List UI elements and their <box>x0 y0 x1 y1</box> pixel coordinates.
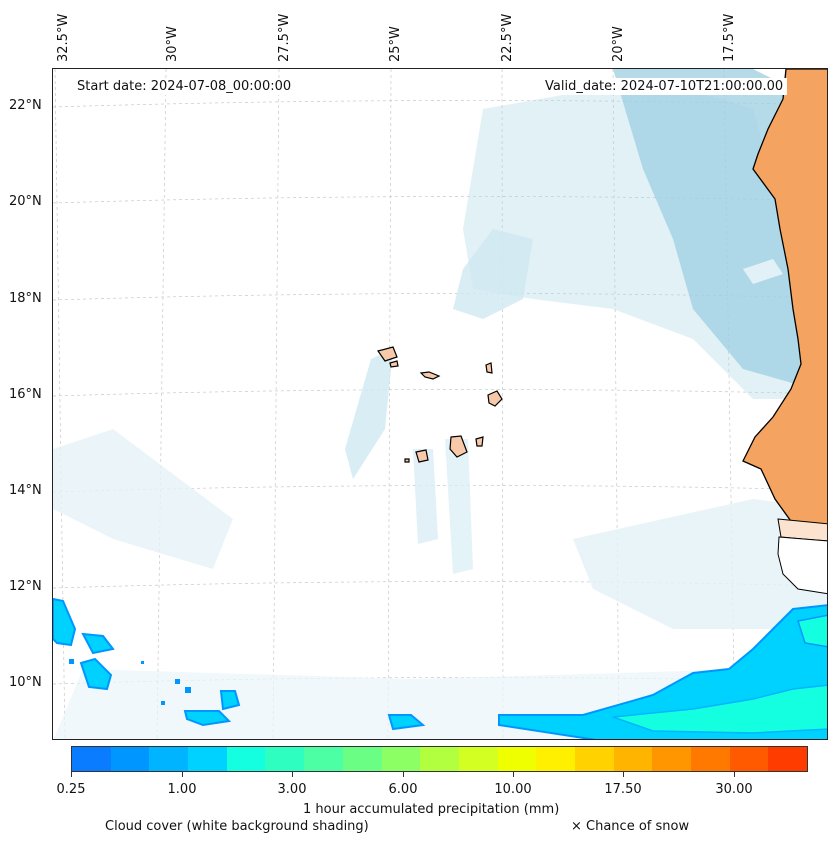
africa-land <box>742 69 827 595</box>
colorbar-tick-mark <box>403 772 404 777</box>
precipitation-areas <box>53 597 827 739</box>
island-fogo <box>415 449 429 463</box>
cloud-southeast <box>573 499 827 629</box>
precip-west-3 <box>79 657 113 691</box>
colorbar-segment <box>420 747 459 771</box>
colorbar-segment <box>729 747 769 771</box>
colorbar-tick-mark <box>71 772 72 777</box>
precip-central <box>387 714 426 731</box>
longitude-label-20w: 20°W <box>611 26 626 62</box>
island-sao-vicente <box>389 360 399 368</box>
colorbar-tick-mark <box>182 772 183 777</box>
latitude-label-10n: 10°N <box>9 675 42 690</box>
cloud-streak-1 <box>345 349 393 479</box>
island-brava <box>404 458 410 463</box>
map-canvas <box>53 69 827 739</box>
snow-legend: × Chance of snow <box>571 819 690 834</box>
precip-west-4 <box>183 710 232 727</box>
latitude-label-22n: 22°N <box>9 98 42 113</box>
longitude-label-30w: 30°W <box>165 26 180 62</box>
colorbar-tick-mark <box>623 772 624 777</box>
latitude-label-16n: 16°N <box>9 387 42 402</box>
longitude-label-32-5w: 32.5°W <box>56 13 71 62</box>
colorbar-tick-3-00: 3.00 <box>277 782 307 797</box>
cloud-cover-shading <box>53 69 827 739</box>
colorbar-segment <box>110 747 150 771</box>
precip-dot <box>185 687 191 693</box>
colorbar-segment <box>226 747 266 771</box>
colorbar-label: 1 hour accumulated precipitation (mm) <box>303 802 560 817</box>
colorbar-segment <box>497 747 537 771</box>
longitude-label-27-5w: 27.5°W <box>277 13 292 62</box>
precip-west-5 <box>219 690 241 711</box>
cloud-streak-3 <box>445 439 473 574</box>
cloud-cover-legend: Cloud cover (white background shading) <box>105 819 369 834</box>
precip-dot <box>175 679 180 684</box>
cloud-band-lens <box>743 259 783 284</box>
colorbar-segment <box>149 747 189 771</box>
colorbar-tick-10-00: 10.00 <box>494 782 532 797</box>
colorbar-tick-17-50: 17.50 <box>604 782 642 797</box>
cloud-band-central <box>453 229 533 319</box>
colorbar-segment <box>72 747 111 771</box>
colorbar-segment <box>381 747 421 771</box>
colorbar-tick-30-00: 30.00 <box>715 782 753 797</box>
colorbar-segment <box>304 747 343 771</box>
colorbar-segment <box>458 747 498 771</box>
latitude-label-12n: 12°N <box>9 579 42 594</box>
colorbar-segment <box>691 747 730 771</box>
precipitation-colorbar <box>71 746 808 772</box>
latitude-label-14n: 14°N <box>9 483 42 498</box>
latitude-label-18n: 18°N <box>9 291 42 306</box>
longitude-label-22-5w: 22.5°W <box>500 13 515 62</box>
precip-east-patch <box>797 614 827 648</box>
precip-west-1 <box>53 597 77 647</box>
cloud-streak-2 <box>413 449 438 544</box>
island-sao-nicolau <box>419 371 441 380</box>
colorbar-segment <box>652 747 691 771</box>
precip-dots <box>69 659 191 705</box>
island-santiago <box>449 435 468 458</box>
colorbar-tick-1-00: 1.00 <box>167 782 197 797</box>
colorbar-segment <box>265 747 305 771</box>
colorbar-tick-6-00: 6.00 <box>388 782 418 797</box>
colorbar-segment <box>768 747 808 771</box>
precip-south-core <box>612 684 827 734</box>
colorbar-segment <box>536 747 575 771</box>
colorbar-tick-mark <box>734 772 735 777</box>
colorbar-tick-mark <box>292 772 293 777</box>
island-sal <box>485 362 493 374</box>
colorbar-segment <box>188 747 227 771</box>
colorbar-segment <box>613 747 653 771</box>
colorbar-segment <box>574 747 614 771</box>
island-boa-vista <box>487 390 503 407</box>
cloud-west-low <box>53 429 233 569</box>
island-maio <box>475 436 484 447</box>
colorbar-tick-mark <box>513 772 514 777</box>
longitude-label-25w: 25°W <box>388 26 403 62</box>
latitude-label-20n: 20°N <box>9 194 42 209</box>
precip-west-2 <box>81 632 115 655</box>
start-date-label: Start date: 2024-07-08_00:00:00 <box>73 78 296 95</box>
valid-date-label: Valid_date: 2024-07-10T21:00:00.00 <box>541 78 788 95</box>
precip-dot <box>141 661 144 664</box>
longitude-label-17-5w: 17.5°W <box>722 13 737 62</box>
island-santo-antao <box>377 346 398 362</box>
precip-dot <box>161 701 165 705</box>
colorbar-segment <box>342 747 382 771</box>
map-panel[interactable]: Start date: 2024-07-08_00:00:00 Valid_da… <box>52 68 828 740</box>
precip-dot <box>69 659 74 664</box>
cape-verde-islands <box>377 346 503 463</box>
colorbar-tick-0-25: 0.25 <box>56 782 86 797</box>
